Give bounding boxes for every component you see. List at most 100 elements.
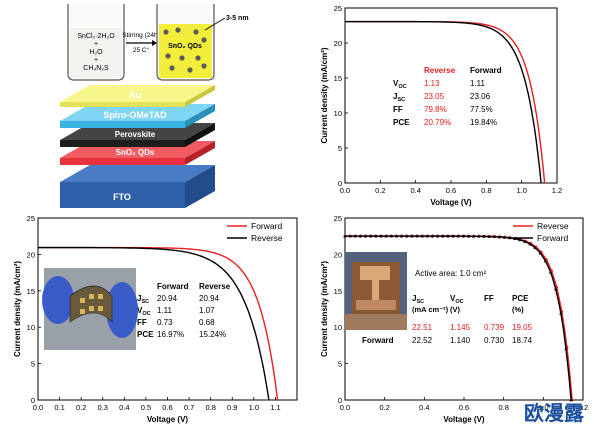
table-cell: 1.11	[470, 79, 486, 88]
table-cell: 79.8%	[424, 105, 447, 114]
layer-label-fto: FTO	[113, 192, 131, 202]
layer-spiro-top	[60, 104, 215, 121]
table-cell: 1.11	[157, 306, 173, 315]
layer-label-perovskite: Perovskite	[115, 130, 156, 139]
table-cell: Reverse	[199, 282, 231, 291]
y-tick-label: 15	[334, 74, 342, 83]
precursor-line: +	[94, 41, 98, 48]
data-point	[492, 234, 496, 238]
electrode	[80, 298, 85, 303]
arrow-top-label: Stirring (24h)	[122, 32, 160, 39]
y-tick-label: 15	[27, 287, 35, 296]
x-tick-label: 0.6	[459, 403, 469, 412]
table-cell: 0.73	[157, 318, 173, 327]
size-pointer	[204, 17, 226, 31]
x-tick-label: 1.0	[249, 403, 259, 412]
data-point	[368, 234, 373, 238]
layer-au-side	[185, 85, 215, 107]
table-cell: VOC	[393, 79, 407, 90]
layer-au	[60, 102, 185, 107]
table-cell: Forward	[157, 282, 189, 291]
layer-fto-top	[60, 165, 215, 182]
table-cell: FF	[393, 105, 403, 114]
y-tick-label: 25	[334, 214, 342, 223]
table-cell: 23.05	[424, 92, 445, 101]
table-cell: FF	[484, 294, 494, 303]
layer-au-top	[60, 85, 215, 102]
flexible-device-photo	[42, 268, 138, 350]
x-tick-label: 0.7	[184, 403, 194, 412]
x-axis-label: Voltage (V)	[430, 198, 472, 207]
y-tick-label: 25	[334, 4, 342, 13]
table-cell: PCE	[393, 118, 410, 127]
table-cell: FF	[137, 318, 147, 327]
x-tick-label: 0.6	[446, 186, 456, 195]
data-point	[343, 234, 347, 238]
quantum-dot	[169, 65, 175, 71]
table-cell: 19.84%	[470, 118, 497, 127]
table-unit: (V)	[450, 305, 461, 314]
series-line-forward	[345, 20, 542, 184]
x-axis-label: Voltage (V)	[443, 415, 485, 424]
x-tick-label: 1.2	[578, 403, 588, 412]
electrode-top	[360, 266, 390, 280]
data-point	[389, 234, 393, 238]
layer-label-au: Au	[129, 90, 141, 100]
x-tick-label: 0.4	[419, 403, 429, 412]
table-cell: VOC	[450, 294, 464, 305]
x-tick-label: 0.0	[340, 403, 350, 412]
watermark-logo: 欧漫露	[524, 401, 585, 425]
y-tick-label: 0	[338, 396, 342, 405]
layer-perovskite-side	[185, 123, 215, 147]
table-cell: 20.94	[157, 294, 178, 303]
quantum-dot	[187, 67, 193, 73]
x-tick-label: 0.4	[410, 186, 420, 195]
table-cell: VOC	[137, 306, 151, 317]
x-tick-label: 1.2	[552, 186, 562, 195]
y-tick-label: 15	[334, 287, 342, 296]
data-point	[456, 234, 460, 238]
legend-label: Reverse	[537, 221, 569, 231]
table-cell: 1.145	[450, 323, 471, 332]
precursor-line: +	[94, 57, 98, 64]
data-point	[348, 234, 352, 238]
table-cell: PCE	[137, 330, 154, 339]
x-tick-label: 1.0	[516, 186, 526, 195]
layer-spiro	[60, 121, 185, 128]
data-point	[358, 234, 363, 238]
quantum-dot	[179, 55, 185, 61]
data-point	[507, 236, 512, 240]
data-point	[363, 234, 368, 238]
product-label: SnO₂ QDs	[168, 43, 202, 50]
table-cell: 1.07	[199, 306, 215, 315]
table-cell: Forward	[362, 336, 394, 345]
data-point	[384, 234, 388, 238]
electrode	[80, 309, 85, 314]
y-tick-label: 10	[334, 109, 342, 118]
table-cell: 0.730	[484, 336, 505, 345]
table-cell: 18.74	[512, 336, 533, 345]
layer-label-spiro: Spiro-OMeTAD	[103, 110, 167, 120]
data-point	[435, 234, 440, 238]
y-tick-label: 5	[31, 360, 35, 369]
table-cell: JSC	[137, 294, 149, 305]
quantum-dot	[195, 55, 201, 61]
x-tick-label: 0.0	[340, 186, 350, 195]
series-line-reverse	[38, 246, 270, 401]
glove-right	[106, 282, 138, 338]
data-point	[548, 270, 553, 274]
layer-sno2	[60, 158, 185, 165]
plot-frame	[344, 7, 558, 184]
schematic: SnCl₂·2H₂O + H₂O + CH₄N₂S Stirring (24h)…	[60, 4, 249, 208]
data-point	[394, 234, 399, 238]
x-tick-label: 0.2	[375, 186, 385, 195]
x-tick-label: 0.1	[54, 403, 64, 412]
quantum-dot	[193, 29, 199, 35]
x-axis-label: Voltage (V)	[147, 415, 189, 424]
x-tick-label: 0.8	[498, 403, 508, 412]
data-point	[374, 234, 378, 238]
electrode	[89, 294, 94, 299]
electrode-stem	[372, 280, 379, 304]
layer-perovskite	[60, 140, 185, 147]
arrow-bottom-label: 25 C°	[133, 46, 150, 54]
